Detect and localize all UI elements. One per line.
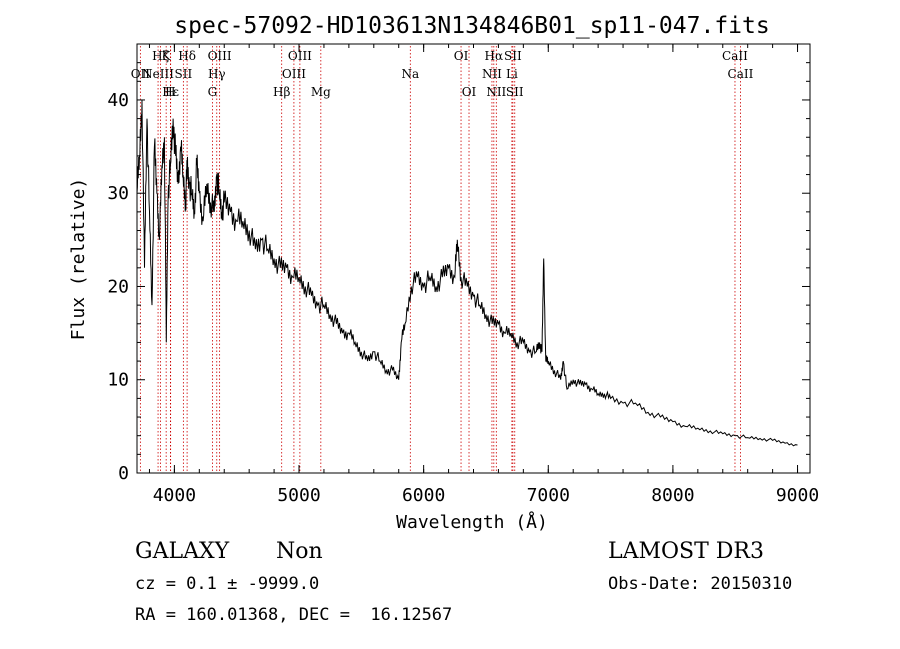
series-line bbox=[136, 99, 798, 447]
line-label: OII bbox=[131, 67, 151, 81]
y-tick-label: 0 bbox=[118, 463, 129, 484]
redshift-cz: cz = 0.1 ± -9999.0 bbox=[135, 574, 319, 594]
line-label: SII bbox=[504, 49, 522, 63]
x-tick-label: 6000 bbox=[402, 485, 445, 506]
y-axis-label: Flux (relative) bbox=[68, 178, 89, 341]
line-label: SII bbox=[506, 85, 524, 99]
line-label: OIII bbox=[282, 67, 306, 81]
line-label: CaII bbox=[722, 49, 748, 63]
line-label: CaII bbox=[728, 67, 754, 81]
spectral-line-markers bbox=[139, 46, 741, 472]
chart-title: spec-57092-HD103613N134846B01_sp11-047.f… bbox=[174, 13, 769, 39]
y-tick-label: 10 bbox=[107, 370, 129, 391]
plot-frame bbox=[136, 43, 811, 474]
y-tick-label: 40 bbox=[107, 90, 129, 111]
line-label: NeIII bbox=[142, 67, 174, 81]
x-axis-label: Wavelength (Å) bbox=[396, 511, 548, 533]
x-tick-label: 5000 bbox=[277, 485, 320, 506]
observation-date: Obs-Date: 20150310 bbox=[608, 574, 792, 594]
line-label: NII bbox=[482, 67, 502, 81]
x-axis: 4000 5000 6000 7000 8000 9000 bbox=[148, 44, 819, 506]
object-class: GALAXY bbox=[135, 539, 230, 564]
line-label: SII bbox=[175, 67, 193, 81]
y-axis: 0 10 20 30 40 bbox=[107, 62, 810, 484]
line-label: Hε bbox=[162, 85, 179, 99]
line-label: OI bbox=[454, 49, 469, 63]
series-layer bbox=[136, 99, 798, 447]
x-tick-label: 8000 bbox=[651, 485, 694, 506]
x-tick-label: 7000 bbox=[527, 485, 570, 506]
line-label: OIII bbox=[288, 49, 312, 63]
line-label: OIII bbox=[208, 49, 232, 63]
object-subclass: Non bbox=[276, 539, 323, 564]
line-label: Hδ bbox=[178, 49, 196, 63]
y-tick-label: 30 bbox=[107, 183, 129, 204]
line-label: OI bbox=[462, 85, 477, 99]
line-label: H bbox=[165, 85, 175, 99]
line-label: G bbox=[208, 85, 218, 99]
line-label: Hζ bbox=[152, 49, 169, 63]
ra-dec: RA = 160.01368, DEC = 16.12567 bbox=[135, 605, 452, 625]
line-label: Na bbox=[401, 67, 419, 81]
line-label: Hα bbox=[485, 49, 504, 63]
line-label: Li bbox=[506, 67, 518, 81]
survey-name: LAMOST DR3 bbox=[608, 539, 764, 564]
line-label: Hγ bbox=[208, 67, 226, 81]
line-label: K bbox=[162, 49, 172, 63]
line-label: Mg bbox=[311, 85, 331, 99]
line-label: Hβ bbox=[273, 85, 290, 99]
x-tick-label: 4000 bbox=[153, 485, 196, 506]
line-label: NII bbox=[486, 85, 506, 99]
x-tick-label: 9000 bbox=[776, 485, 819, 506]
y-tick-label: 20 bbox=[107, 276, 129, 297]
